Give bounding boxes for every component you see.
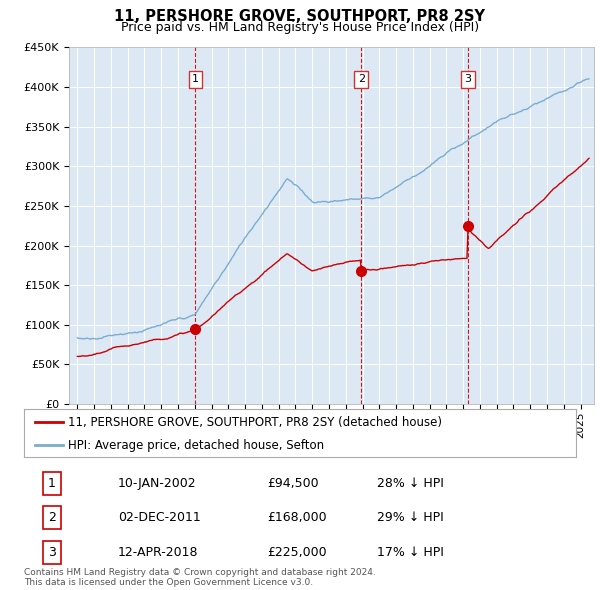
Text: Price paid vs. HM Land Registry's House Price Index (HPI): Price paid vs. HM Land Registry's House … xyxy=(121,21,479,34)
Text: 02-DEC-2011: 02-DEC-2011 xyxy=(118,511,200,525)
Text: £225,000: £225,000 xyxy=(267,546,326,559)
Text: £168,000: £168,000 xyxy=(267,511,326,525)
Text: 1: 1 xyxy=(47,477,56,490)
Text: 29% ↓ HPI: 29% ↓ HPI xyxy=(377,511,444,525)
Text: £94,500: £94,500 xyxy=(267,477,319,490)
Text: 3: 3 xyxy=(47,546,56,559)
Text: Contains HM Land Registry data © Crown copyright and database right 2024.
This d: Contains HM Land Registry data © Crown c… xyxy=(24,568,376,587)
Text: 3: 3 xyxy=(464,74,472,84)
Text: HPI: Average price, detached house, Sefton: HPI: Average price, detached house, Seft… xyxy=(68,438,324,452)
Text: 28% ↓ HPI: 28% ↓ HPI xyxy=(377,477,444,490)
Text: 11, PERSHORE GROVE, SOUTHPORT, PR8 2SY (detached house): 11, PERSHORE GROVE, SOUTHPORT, PR8 2SY (… xyxy=(68,416,442,429)
Text: 17% ↓ HPI: 17% ↓ HPI xyxy=(377,546,444,559)
Text: 11, PERSHORE GROVE, SOUTHPORT, PR8 2SY: 11, PERSHORE GROVE, SOUTHPORT, PR8 2SY xyxy=(115,9,485,24)
Text: 1: 1 xyxy=(192,74,199,84)
Text: 2: 2 xyxy=(358,74,365,84)
Text: 12-APR-2018: 12-APR-2018 xyxy=(118,546,199,559)
Text: 2: 2 xyxy=(47,511,56,525)
Text: 10-JAN-2002: 10-JAN-2002 xyxy=(118,477,196,490)
